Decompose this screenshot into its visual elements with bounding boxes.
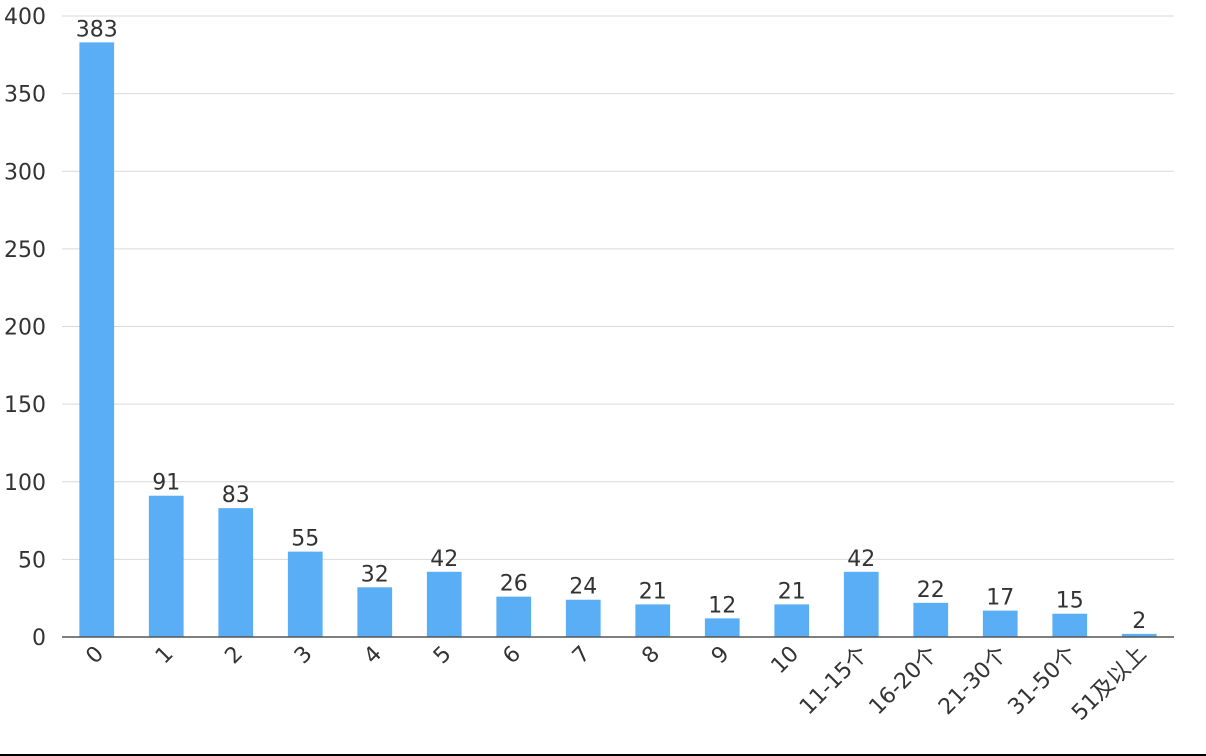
- y-tick-label: 400: [4, 5, 46, 30]
- x-tick-label: 7: [568, 642, 596, 670]
- x-tick-label: 16-20个: [865, 642, 943, 720]
- bar: [913, 602, 949, 637]
- bar: [774, 604, 810, 637]
- y-tick-label: 250: [4, 238, 46, 263]
- grid-lines: [62, 15, 1174, 560]
- y-tick-label: 0: [32, 626, 46, 651]
- bar: [148, 495, 184, 637]
- bar: [218, 508, 254, 637]
- data-label: 22: [917, 578, 945, 603]
- bar: [565, 599, 601, 637]
- bar: [357, 587, 393, 637]
- data-label: 83: [222, 483, 250, 508]
- data-label: 91: [152, 471, 180, 496]
- x-tick-label: 4: [359, 642, 387, 670]
- bar: [982, 610, 1018, 637]
- bar: [79, 42, 115, 637]
- data-labels: 383 91 83 55 32 42 26 24 21 12 21 42 22 17 15 2: [76, 17, 1147, 634]
- data-label: 21: [778, 579, 806, 604]
- x-tick-label: 11-15个: [795, 642, 873, 720]
- bar: [496, 596, 532, 637]
- bar: [426, 571, 462, 637]
- y-tick-label: 150: [4, 393, 46, 418]
- bar: [1052, 613, 1088, 637]
- bar: [704, 618, 740, 637]
- x-tick-label: 9: [707, 642, 735, 670]
- y-tick-label: 300: [4, 160, 46, 185]
- bar: [1121, 633, 1157, 637]
- x-tick-label: 5: [429, 642, 457, 670]
- y-tick-label: 350: [4, 83, 46, 108]
- data-label: 26: [500, 572, 528, 597]
- bottom-border: [0, 754, 1206, 756]
- data-label: 24: [569, 575, 597, 600]
- bar: [635, 604, 671, 637]
- y-tick-label: 200: [4, 316, 46, 341]
- x-tick-label: 51及以上: [1067, 642, 1151, 726]
- data-label: 21: [639, 579, 667, 604]
- bars: [79, 42, 1157, 637]
- data-label: 42: [847, 547, 875, 572]
- x-tick-label: 8: [637, 642, 665, 670]
- x-tick-label: 0: [81, 642, 109, 670]
- y-tick-label: 100: [4, 471, 46, 496]
- data-label: 15: [1056, 589, 1084, 614]
- bar: [287, 551, 323, 637]
- x-tick-label: 3: [290, 642, 318, 670]
- x-tick-label: 1: [151, 642, 179, 670]
- x-axis-ticks: 0 1 2 3 4 5 6 7 8 9 1011-15个16-20个21-30个31-50个51及以…: [81, 642, 1151, 726]
- x-tick-label: 10: [767, 642, 804, 679]
- data-label: 17: [986, 586, 1014, 611]
- data-label: 55: [291, 527, 319, 552]
- data-label: 12: [708, 593, 736, 618]
- data-label: 32: [361, 562, 389, 587]
- data-label: 2: [1132, 609, 1146, 634]
- x-tick-label: 21-30个: [934, 642, 1012, 720]
- y-tick-label: 50: [18, 548, 46, 573]
- y-axis-ticks: 0 50 100 150 200 250 300 350 400: [4, 5, 46, 651]
- data-label: 383: [76, 17, 118, 42]
- x-tick-label: 2: [220, 642, 248, 670]
- data-label: 42: [430, 547, 458, 572]
- x-tick-label: 6: [498, 642, 526, 670]
- bar: [843, 571, 879, 637]
